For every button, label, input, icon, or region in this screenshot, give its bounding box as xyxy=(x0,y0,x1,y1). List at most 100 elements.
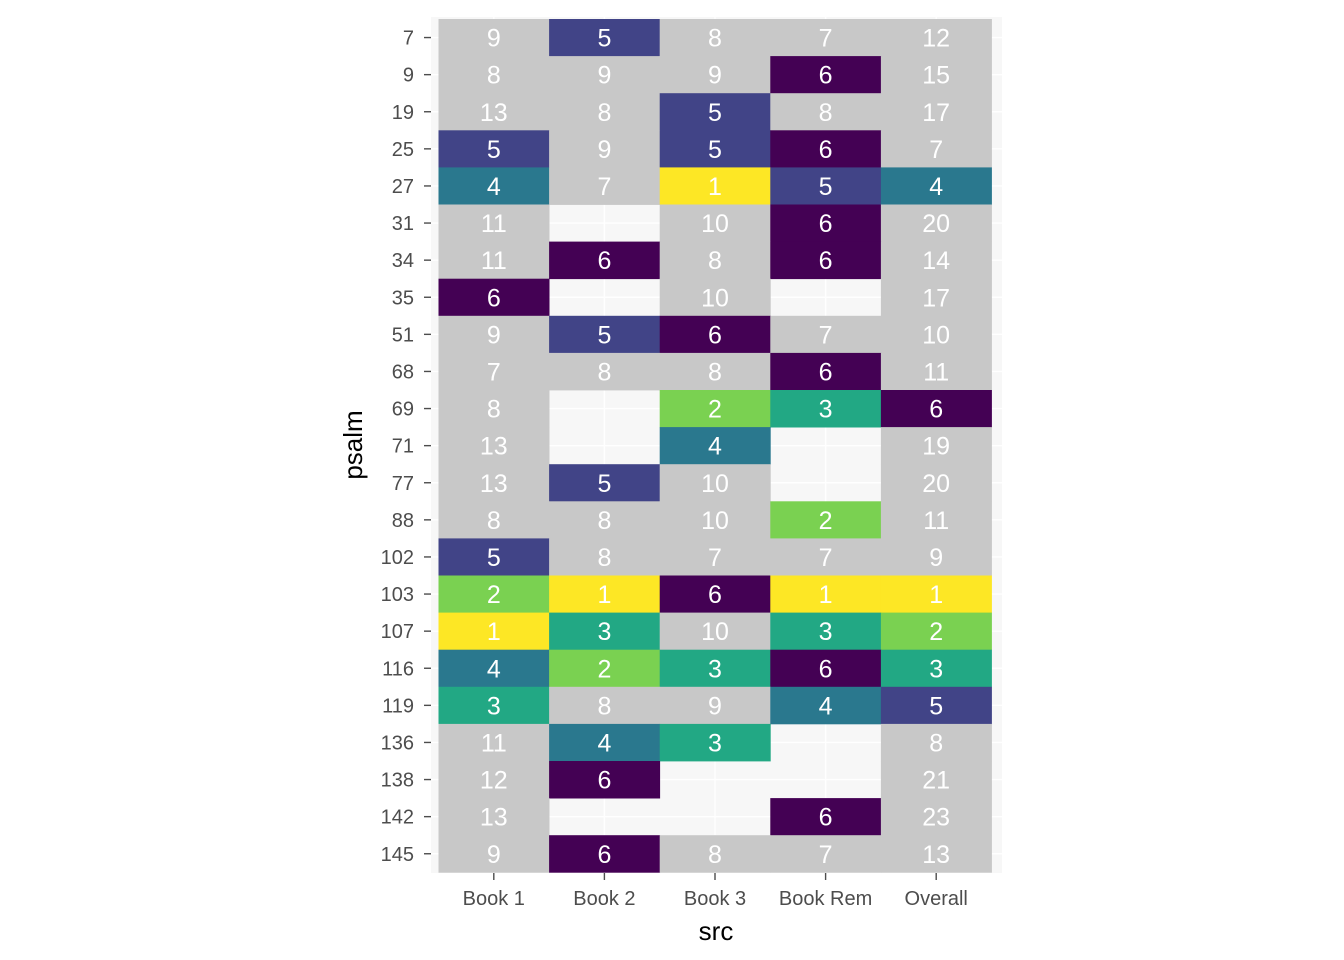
cell-label: 5 xyxy=(597,321,611,349)
cell-label: 13 xyxy=(480,804,508,832)
cell-label: 8 xyxy=(597,99,611,127)
heatmap-cell xyxy=(438,93,550,131)
heatmap-cell xyxy=(659,19,771,57)
heatmap-cell xyxy=(770,204,882,242)
x-axis-title: src xyxy=(699,916,734,946)
cell-label: 8 xyxy=(929,729,943,757)
heatmap-cell xyxy=(549,612,661,651)
heatmap-cell xyxy=(438,761,550,799)
heatmap-cell xyxy=(880,464,992,502)
cell-label: 6 xyxy=(819,804,833,832)
heatmap-cell xyxy=(438,19,550,57)
heatmap-cell xyxy=(549,167,661,205)
cell-label: 3 xyxy=(487,692,501,720)
y-tick-label: 51 xyxy=(392,324,414,346)
cell-label: 11 xyxy=(481,210,507,238)
heatmap-cell xyxy=(770,612,882,651)
heatmap-cell xyxy=(549,19,661,57)
heatmap-cell xyxy=(549,501,661,539)
y-tick-label: 119 xyxy=(382,695,414,717)
cell-label: 3 xyxy=(819,396,833,424)
heatmap-cell xyxy=(549,93,661,131)
cell-label: 11 xyxy=(923,358,949,386)
heatmap-cell xyxy=(438,686,550,725)
heatmap-cell xyxy=(659,501,771,539)
heatmap-cell xyxy=(438,464,550,502)
heatmap-cell xyxy=(880,575,992,613)
cell-label: 6 xyxy=(708,581,722,609)
heatmap-cell xyxy=(549,241,661,280)
heatmap-cell xyxy=(549,723,661,762)
cell-label: 5 xyxy=(819,173,833,201)
cell-label: 9 xyxy=(708,62,722,90)
cell-label: 17 xyxy=(922,284,950,312)
cell-label: 2 xyxy=(597,655,611,683)
cell-label: 1 xyxy=(487,618,501,646)
heatmap-cell xyxy=(659,390,771,428)
cell-label: 3 xyxy=(708,729,722,757)
heatmap-cell xyxy=(770,798,882,836)
cell-label: 8 xyxy=(708,358,722,386)
y-tick-label: 7 xyxy=(403,28,414,50)
cell-label: 6 xyxy=(597,767,611,795)
heatmap-cell xyxy=(770,241,882,280)
heatmap-cell xyxy=(770,649,882,688)
heatmap-cell xyxy=(659,575,771,613)
cell-label: 21 xyxy=(922,767,950,795)
heatmap-cell xyxy=(438,390,550,428)
cell-label: 7 xyxy=(487,358,501,386)
x-tick-label: Book 2 xyxy=(573,888,635,910)
heatmap-cell xyxy=(880,19,992,57)
heatmap-cell xyxy=(659,315,771,354)
cell-label: 4 xyxy=(929,173,943,201)
cell-label: 8 xyxy=(487,62,501,90)
x-tick-label: Overall xyxy=(905,888,968,910)
cell-label: 8 xyxy=(597,544,611,572)
heatmap-cell xyxy=(659,167,771,205)
heatmap-cell xyxy=(659,56,771,94)
heatmap-cell xyxy=(659,352,771,391)
heatmap-cell xyxy=(438,352,550,391)
cell-label: 2 xyxy=(487,581,501,609)
y-tick-label: 138 xyxy=(381,770,414,792)
y-tick-label: 68 xyxy=(392,361,414,383)
cell-label: 17 xyxy=(922,99,950,127)
cell-label: 10 xyxy=(922,321,950,349)
heatmap-cell xyxy=(438,649,550,688)
heatmap-cell xyxy=(880,241,992,280)
cell-label: 2 xyxy=(929,618,943,646)
heatmap-cell xyxy=(770,686,882,725)
cell-label: 6 xyxy=(819,655,833,683)
heatmap-cell xyxy=(770,19,882,57)
cell-label: 9 xyxy=(487,321,501,349)
heatmap-cell xyxy=(880,649,992,688)
cell-label: 13 xyxy=(480,99,508,127)
cell-label: 20 xyxy=(922,210,950,238)
cell-label: 6 xyxy=(819,62,833,90)
y-tick-label: 19 xyxy=(392,102,414,124)
heatmap-cell xyxy=(880,501,992,539)
heatmap-cell xyxy=(659,612,771,651)
heatmap-cell xyxy=(549,538,661,576)
cell-label: 10 xyxy=(701,470,729,498)
y-tick-label: 35 xyxy=(392,287,414,309)
y-tick-label: 136 xyxy=(381,732,414,754)
y-tick-label: 88 xyxy=(392,510,414,532)
cell-label: 6 xyxy=(597,247,611,275)
cell-label: 8 xyxy=(708,841,722,869)
cell-label: 6 xyxy=(708,321,722,349)
x-axis: Book 1 Book 2 Book 3 Book Rem Overall xyxy=(463,873,968,910)
heatmap-cell xyxy=(770,315,882,354)
cell-label: 19 xyxy=(922,433,950,461)
y-tick-label: 103 xyxy=(381,584,414,606)
cell-label: 23 xyxy=(922,804,950,832)
heatmap-cell xyxy=(438,167,550,205)
cell-label: 9 xyxy=(597,62,611,90)
y-tick-label: 34 xyxy=(392,250,414,272)
y-tick-label: 77 xyxy=(392,473,414,495)
cell-label: 6 xyxy=(597,841,611,869)
heatmap-cell xyxy=(549,649,661,688)
cell-label: 11 xyxy=(481,729,507,757)
